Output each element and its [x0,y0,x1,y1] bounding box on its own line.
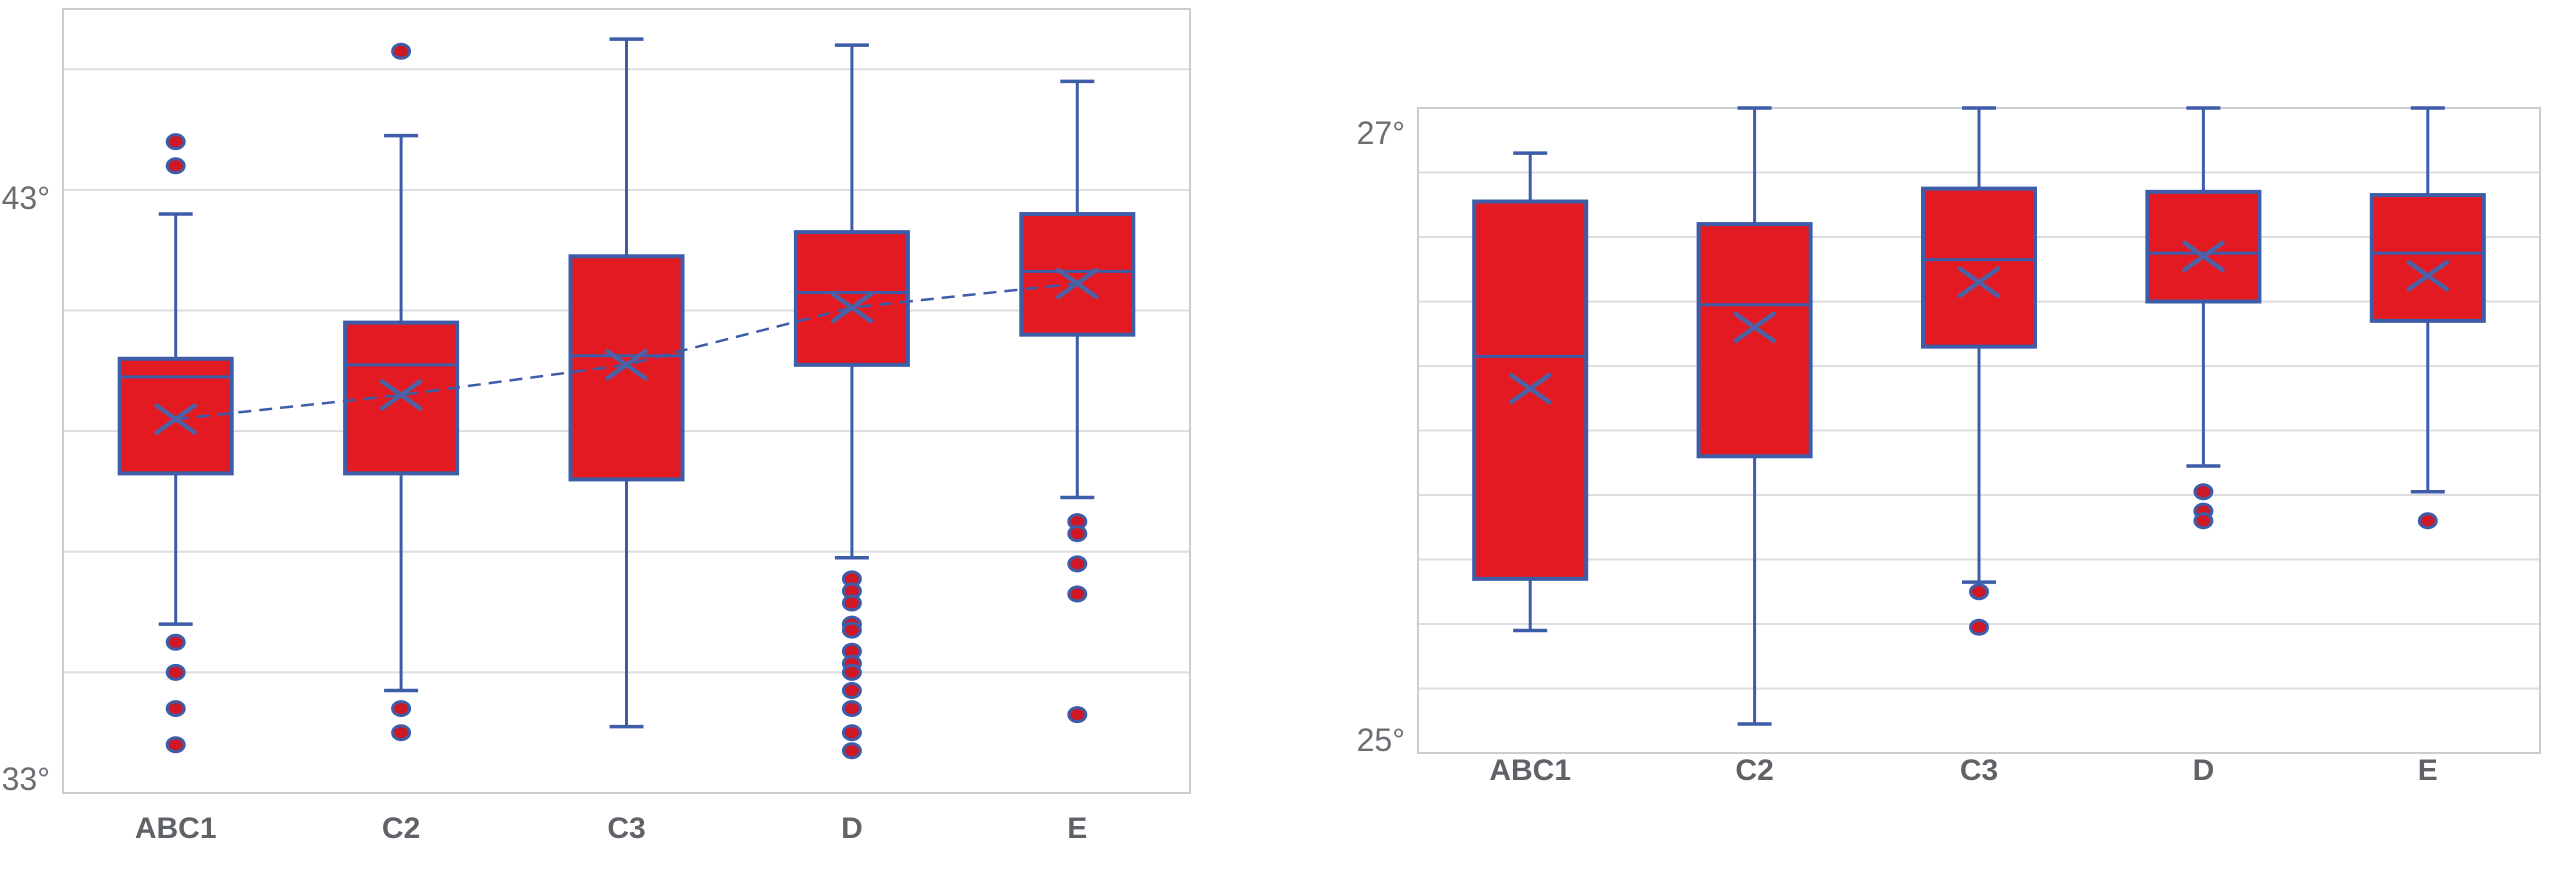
outlier-dot-d [841,700,862,718]
mean-trendline [175,282,1078,421]
mean-x-stroke [154,403,197,435]
category-label-c3: C3 [607,812,645,845]
category-label-c3: C3 [1960,754,1998,787]
outlier-dot-d [2193,512,2214,530]
mean-x-stroke [2406,259,2450,292]
left-boxplot-chart: 43° 33° ABC1 C2 C3 D E [2,8,1191,845]
iqr-box-d [793,230,910,367]
box-whisker-e [1019,79,1136,500]
mean-x-stroke [1957,266,2001,298]
outlier-dot-d [841,621,862,639]
outlier-dot-c3 [1969,583,1989,601]
outlier-dot-e [2417,512,2438,530]
box-whisker-abc1 [117,212,234,626]
iqr-box-c2 [343,320,460,476]
mean-x-stroke [1056,267,1099,300]
category-label-c2: C2 [382,812,420,845]
iqr-box-c3 [1921,186,2037,349]
outlier-dot-d [841,724,862,742]
category-label-c2: C2 [1735,754,1773,787]
outlier-dot-d [2193,483,2214,501]
outlier-dot-c2 [391,700,412,718]
box-whisker-c2 [1696,106,1813,726]
category-label-d: D [841,812,863,845]
mean-x-stroke [2182,240,2225,273]
y-axis-tick-label: 27° [1357,115,1405,151]
outlier-dot-e [1067,706,1088,724]
category-label-e: E [1067,812,1087,845]
mean-marker-c3 [1957,266,2001,298]
outlier-dot-d [841,663,862,681]
outlier-dot-abc1 [165,157,186,175]
mean-x-stroke [830,291,874,324]
iqr-box-d [2145,189,2262,304]
outlier-dot-e [1067,585,1088,603]
box-whisker-d [2145,106,2262,468]
right-boxplot-chart: 27° 25° ABC1 C2 C3 D E [1280,0,2560,890]
mean-marker-c2 [379,379,423,411]
box-whisker-c3 [1921,106,2037,584]
category-label-e: E [2418,754,2438,787]
outlier-dot-e [1067,555,1088,573]
outlier-dot-d [841,742,862,760]
mean-marker-abc1 [154,403,197,435]
box-whisker-c3 [568,37,685,729]
left-boxplot-svg: 43° 33° ABC1 C2 C3 D E [2,8,1191,845]
right-boxplot-svg: 27° 25° ABC1 C2 C3 D E [1357,106,2541,787]
category-label-abc1: ABC1 [1489,754,1571,787]
outlier-dot-d [841,594,862,612]
iqr-box-e [2369,193,2486,323]
y-axis-tick-label: 43° [2,180,50,216]
iqr-box-e [1019,212,1136,337]
y-axis-tick-label: 25° [1357,722,1405,758]
outlier-dot-abc1 [165,133,186,151]
iqr-box-c2 [1696,222,1813,459]
category-label-abc1: ABC1 [135,812,217,845]
box-whisker-e [2369,106,2486,494]
outlier-dot-abc1 [165,736,186,754]
box-whisker-d [793,43,910,560]
mean-marker-e [1056,267,1099,300]
category-label-d: D [2193,754,2215,787]
box-whisker-c2 [343,133,460,693]
outlier-dot-d [841,681,862,699]
outlier-dot-c3 [1969,618,1989,636]
mean-x-stroke [379,379,423,411]
outlier-dot-c2 [391,724,412,742]
outlier-dot-abc1 [165,633,186,651]
mean-x-stroke [605,349,648,381]
mean-marker-c3 [605,349,648,381]
y-axis-tick-label: 33° [2,761,50,797]
mean-marker-d [2182,240,2225,273]
outlier-dot-c2 [391,42,412,60]
mean-marker-d [830,291,874,324]
mean-marker-abc1 [1508,372,1552,405]
iqr-box-c3 [568,254,685,482]
mean-x-stroke [1733,311,1776,344]
mean-marker-c2 [1733,311,1776,344]
outlier-dot-e [1067,525,1088,543]
plot-area-border [62,8,1191,794]
mean-marker-e [2406,259,2450,292]
outlier-dot-abc1 [165,663,186,681]
box-whisker-abc1 [1472,151,1589,633]
mean-x-stroke [1508,372,1552,405]
outlier-dot-abc1 [165,700,186,718]
